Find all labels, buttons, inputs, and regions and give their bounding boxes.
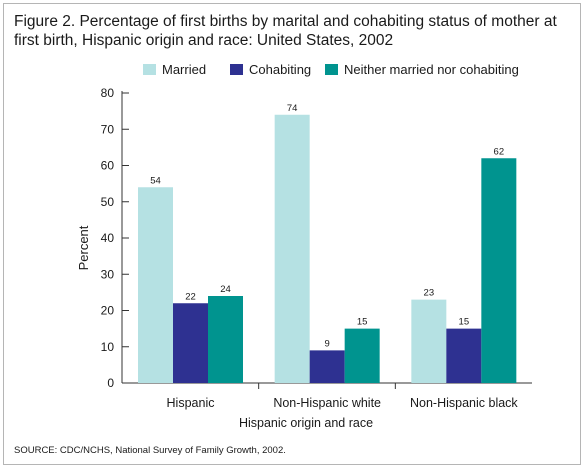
x-axis-label: Hispanic origin and race xyxy=(239,416,373,430)
x-tick-label: Hispanic xyxy=(167,396,215,410)
data-label: 23 xyxy=(424,288,435,299)
y-tick-label: 70 xyxy=(101,122,115,136)
legend-label-married: Married xyxy=(162,62,207,77)
legend-swatch-neither xyxy=(325,64,338,75)
figure-title: Figure 2. Percentage of first births by … xyxy=(14,13,557,49)
data-label: 15 xyxy=(459,317,470,328)
y-tick-label: 10 xyxy=(101,340,115,354)
legend-item-cohabiting: Cohabiting xyxy=(230,62,311,77)
data-label: 54 xyxy=(150,175,161,186)
data-label: 62 xyxy=(494,146,505,157)
legend-item-neither: Neither married nor cohabiting xyxy=(325,62,519,77)
y-tick-label: 40 xyxy=(101,231,115,245)
bar xyxy=(481,158,517,383)
y-tick-label: 0 xyxy=(107,376,114,390)
x-tick-label: Non-Hispanic black xyxy=(410,396,518,410)
x-tick-label: Non-Hispanic white xyxy=(273,396,381,410)
legend-swatch-cohabiting xyxy=(230,64,243,75)
bar xyxy=(208,296,243,383)
bar xyxy=(173,303,208,383)
data-label: 22 xyxy=(185,291,196,302)
y-tick-label: 80 xyxy=(101,86,115,100)
y-axis-label: Percent xyxy=(76,225,91,270)
bar xyxy=(309,350,345,383)
legend-swatch-married xyxy=(143,64,156,75)
bar xyxy=(446,328,482,383)
chart-legend: Married Cohabiting Neither married nor c… xyxy=(0,62,587,78)
y-tick-label: 60 xyxy=(101,159,115,173)
chart-bars xyxy=(138,114,517,383)
y-tick-label: 50 xyxy=(101,195,115,209)
chart-labels: 54 22 24 Hispanic 74 9 15 Non-Hispanic white 23 1… xyxy=(150,103,518,410)
bar xyxy=(274,114,310,383)
data-label: 24 xyxy=(220,284,231,295)
bar xyxy=(344,328,380,383)
data-label: 15 xyxy=(357,317,368,328)
data-label: 9 xyxy=(325,338,330,349)
y-tick-label: 20 xyxy=(101,304,115,318)
y-tick-label: 30 xyxy=(101,267,115,281)
source-note: SOURCE: CDC/NCHS, National Survey of Fam… xyxy=(14,445,286,456)
legend-item-married: Married xyxy=(143,62,206,77)
legend-label-cohabiting: Cohabiting xyxy=(249,62,312,77)
data-label: 74 xyxy=(287,103,298,114)
bar xyxy=(411,299,447,383)
bar xyxy=(138,187,173,383)
legend-label-neither: Neither married nor cohabiting xyxy=(344,62,519,77)
